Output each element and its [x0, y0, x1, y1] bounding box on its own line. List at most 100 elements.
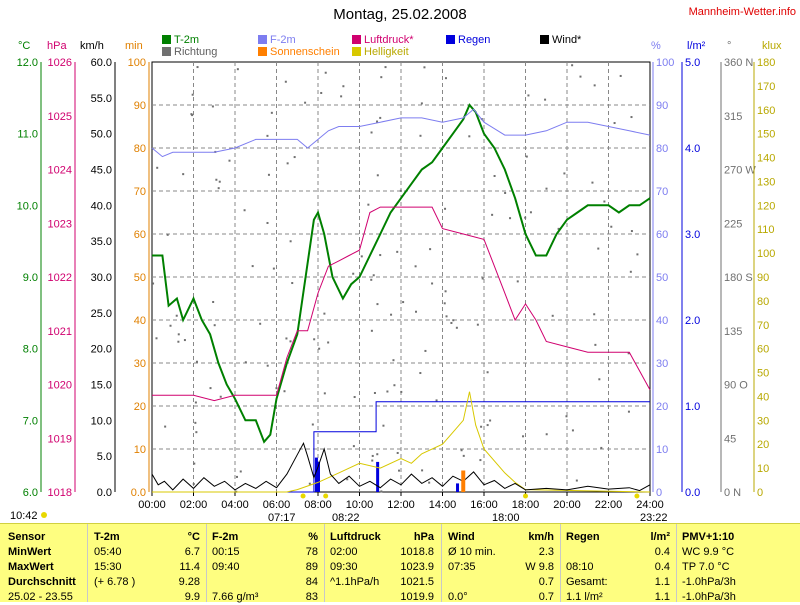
stats-rain: Regen l/m² 0.4 08:10 0.4 Gesamt: 1.1 1.1 l/m² 1.… — [566, 530, 670, 605]
direction-dot — [211, 105, 214, 108]
tick-brightness: 150 — [757, 129, 775, 141]
tick-wind: 30.0 — [91, 272, 112, 284]
stat-value: 84 — [305, 576, 318, 588]
direction-dot — [565, 415, 568, 418]
tick-direction: 0 N — [724, 487, 741, 499]
tick-wind: 60.0 — [91, 57, 112, 69]
direction-dot — [563, 172, 566, 175]
direction-dot — [370, 131, 373, 134]
direction-dot — [384, 66, 387, 69]
direction-dot — [156, 166, 159, 169]
direction-dot — [423, 66, 426, 69]
direction-dot — [424, 349, 427, 352]
direction-dot — [400, 390, 403, 393]
direction-dot — [491, 213, 494, 216]
direction-dot — [289, 340, 292, 343]
sunrise-time: 07:17 — [268, 512, 296, 524]
stats-f2m: F-2m% 00:15 78 09:40 89 84 7.66 g/m³ 83 — [212, 530, 318, 605]
tick-wind: 15.0 — [91, 380, 112, 392]
direction-dot — [266, 134, 269, 137]
direction-dot — [509, 217, 512, 220]
tick-direction: 225 — [724, 218, 742, 230]
tick-brightness: 140 — [757, 153, 775, 165]
direction-dot — [421, 469, 424, 472]
direction-dot — [196, 66, 199, 69]
stat-time: Gesamt: — [566, 576, 608, 588]
tick-sunshine: 60 — [134, 229, 146, 241]
unit-rain: l/m² — [687, 40, 706, 52]
direction-dot — [593, 313, 596, 316]
direction-dot — [489, 419, 492, 422]
direction-dot — [431, 282, 434, 285]
direction-dot — [392, 359, 395, 362]
direction-dot — [193, 462, 196, 465]
direction-dot — [382, 424, 385, 427]
tick-pressure: 1018 — [48, 487, 72, 499]
direction-dot — [593, 84, 596, 87]
direction-dot — [551, 314, 554, 317]
tick-humidity: 90 — [656, 100, 668, 112]
x-tick-label: 04:00 — [221, 499, 249, 511]
site-link[interactable]: Mannheim-Wetter.info — [688, 6, 796, 18]
direction-dot — [462, 454, 465, 457]
direction-dot — [236, 68, 239, 71]
direction-dot — [414, 265, 417, 268]
tick-wind: 50.0 — [91, 129, 112, 141]
stat-time: ^1.1hPa/h — [330, 576, 380, 588]
x-tick-label: 18:00 — [512, 499, 540, 511]
direction-dot — [293, 156, 296, 159]
legend-helligkeit: Helligkeit — [352, 46, 409, 58]
direction-dot — [486, 371, 489, 374]
stat-value: 9.28 — [178, 576, 200, 588]
tick-brightness: 180 — [757, 57, 775, 69]
tick-temp: 12.0 — [17, 57, 38, 69]
direction-dot — [195, 431, 198, 434]
label-sensor: Sensor — [8, 531, 46, 543]
direction-dot — [192, 482, 195, 485]
stat-time: 07:35 — [448, 561, 476, 573]
direction-dot — [393, 384, 396, 387]
stats-labels: Sensor MinWert MaxWert Durchschnitt 25.0… — [8, 530, 84, 605]
stats-t2m: T-2m °C 05:40 6.7 15:30 11.4 (+ 6.78 ) 9.28 9.9 — [94, 530, 200, 605]
tick-pressure: 1020 — [48, 380, 72, 392]
direction-dot — [346, 478, 349, 481]
stat-value: 0.7 — [538, 576, 554, 588]
direction-dot — [386, 390, 389, 393]
direction-dot — [311, 423, 314, 426]
direction-dot — [594, 343, 597, 346]
series-wind — [151, 442, 651, 492]
direction-dot — [304, 101, 307, 104]
stat-value: 6.7 — [184, 546, 200, 558]
tick-direction: 315 — [724, 111, 742, 123]
direction-dot — [320, 91, 323, 94]
tick-humidity: 40 — [656, 315, 668, 327]
tick-wind: 25.0 — [91, 308, 112, 320]
stat-head: F-2m — [212, 531, 239, 543]
unit-dir: ° — [727, 40, 732, 52]
direction-dot — [627, 410, 630, 413]
tick-brightness: 50 — [757, 368, 769, 380]
tick-brightness: 40 — [757, 391, 769, 403]
tick-wind: 0.0 — [97, 487, 112, 499]
stat-value: 83 — [305, 591, 318, 603]
direction-dot — [398, 469, 401, 472]
direction-dot — [219, 395, 222, 398]
rain-bar — [317, 461, 320, 492]
direction-dot — [352, 445, 355, 448]
tick-direction: 45 — [724, 433, 736, 445]
tick-sunshine: 70 — [134, 186, 146, 198]
legend-richtung: Richtung — [162, 46, 217, 58]
tick-sunshine: 100 — [128, 57, 146, 69]
direction-dot — [460, 449, 463, 452]
legend-luftdruck: Luftdruck* — [352, 34, 414, 46]
direction-dot — [545, 187, 548, 190]
direction-dot — [353, 396, 356, 399]
stat-value: 89 — [305, 561, 318, 573]
direction-dot — [266, 221, 269, 224]
tick-humidity: 0 — [656, 487, 662, 499]
tick-temp: 6.0 — [23, 487, 38, 499]
direction-dot — [275, 387, 278, 390]
tick-sunshine: 40 — [134, 315, 146, 327]
pmv-row: -1.0hPa/3h — [682, 591, 736, 603]
tick-brightness: 10 — [757, 463, 769, 475]
